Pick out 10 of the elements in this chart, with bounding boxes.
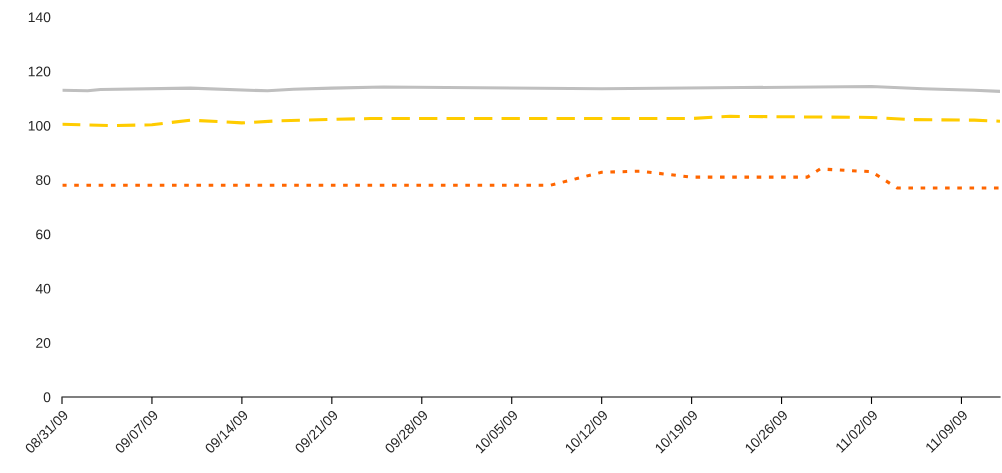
y-tick-label: 60 bbox=[36, 229, 51, 240]
y-tick-label: 140 bbox=[28, 12, 51, 23]
y-tick-label: 40 bbox=[35, 283, 51, 294]
y-tick-label: 0 bbox=[43, 392, 51, 403]
y-tick-label: 120 bbox=[28, 66, 51, 77]
y-tick-label: 20 bbox=[36, 338, 51, 348]
line-series bbox=[62, 167, 1000, 190]
line-series bbox=[62, 114, 1000, 128]
y-tick-label: 100 bbox=[28, 120, 51, 131]
y-tick-label: 80 bbox=[36, 175, 51, 186]
